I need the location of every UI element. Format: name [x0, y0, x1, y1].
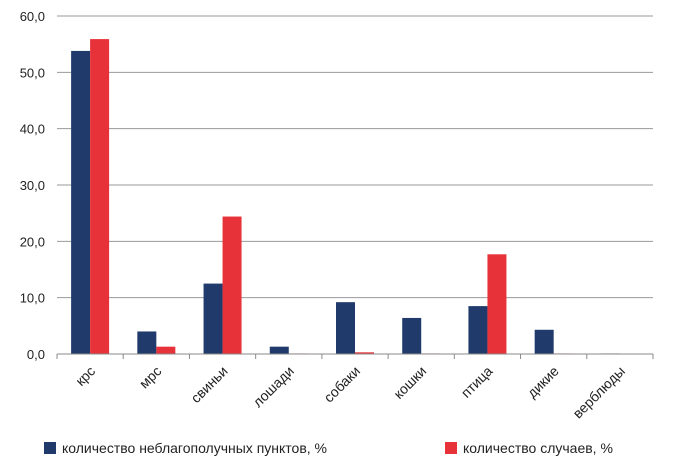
- x-axis-ticks: крс мрс свиньи лошади собаки кошки птица дикие в…: [56, 354, 654, 422]
- bar-series-1-собаки: [355, 352, 374, 354]
- x-tick-label: дикие: [524, 363, 562, 401]
- y-tick-label: 0,0: [27, 347, 45, 362]
- bar-series-0-кошки: [402, 317, 422, 354]
- legend-label-series-0: количество неблагополучных пунктов, %: [62, 440, 327, 456]
- x-tick-label: птица: [458, 363, 496, 401]
- bar-series-0-лошади: [269, 346, 289, 354]
- bar-series-1-птица: [487, 254, 507, 354]
- y-tick-label: 20,0: [20, 234, 45, 249]
- x-tick-label: собаки: [320, 363, 363, 406]
- y-tick-label: 50,0: [20, 65, 45, 80]
- y-tick-label: 40,0: [20, 122, 45, 137]
- x-tick-label: кошки: [390, 363, 429, 402]
- x-tick-label: мрс: [136, 363, 165, 392]
- y-axis-ticks: 0,0 10,0 20,0 30,0 40,0 50,0 60,0: [20, 9, 45, 362]
- bar-series-0-свиньи: [203, 283, 223, 354]
- y-tick-label: 60,0: [20, 9, 45, 24]
- x-tick-label: верблюды: [569, 363, 628, 422]
- bar-series-0-птица: [468, 306, 488, 354]
- y-tick-label: 10,0: [20, 291, 45, 306]
- legend-swatch-series-1: [445, 442, 457, 454]
- bar-series-0-мрс: [137, 331, 157, 354]
- x-tick-label: лошади: [249, 363, 296, 410]
- y-tick-label: 30,0: [20, 178, 45, 193]
- bar-series-1-свиньи: [222, 216, 242, 354]
- bar-series-0-крс: [71, 50, 91, 354]
- x-tick-label: свиньи: [187, 363, 230, 406]
- legend-label-series-1: количество случаев, %: [463, 440, 613, 456]
- gridlines: [57, 15, 653, 299]
- bar-series-1-крс: [90, 39, 110, 354]
- bar-series-0-собаки: [336, 302, 355, 354]
- bar-series-0-дикие: [534, 329, 554, 354]
- legend: количество неблагополучных пунктов, % ко…: [44, 440, 613, 456]
- bar-series-1-мрс: [156, 346, 176, 354]
- bars: [71, 39, 620, 354]
- legend-swatch-series-0: [44, 442, 56, 454]
- x-tick-label: крс: [72, 363, 98, 389]
